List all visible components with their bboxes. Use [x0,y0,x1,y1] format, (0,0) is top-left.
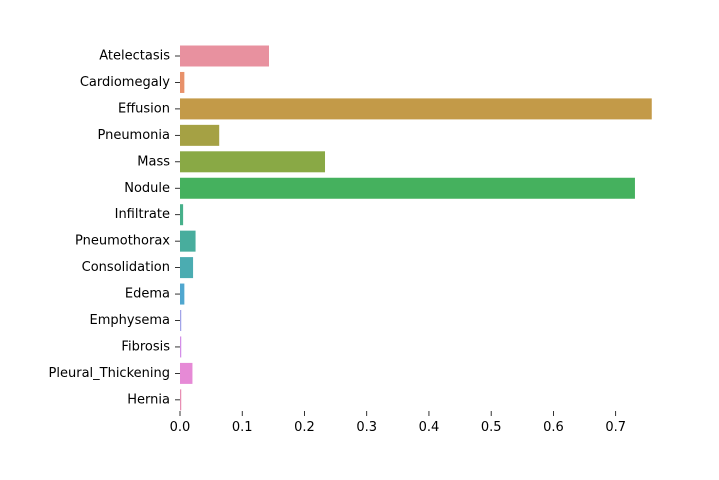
bar-mass [180,151,326,173]
bar-pneumonia [180,124,220,146]
x-tick-label: 0.3 [356,420,377,435]
y-tick-label: Effusion [118,101,170,116]
y-tick-label: Fibrosis [121,339,170,354]
bar-cardiomegaly [180,71,185,93]
x-tick-label: 0.0 [170,420,191,435]
y-tick-label: Nodule [124,181,170,196]
x-tick-label: 0.4 [419,420,440,435]
bar-infiltrate [180,204,184,226]
bar-atelectasis [180,45,269,67]
y-tick-label: Pneumothorax [75,234,170,249]
x-axis: 0.0 0.1 0.2 0.3 0.4 0.5 0.6 0.7 [170,411,626,435]
y-tick-label: Consolidation [82,260,170,275]
y-tick-label: Atelectasis [99,49,170,64]
y-tick-label: Pneumonia [97,128,170,143]
y-tick-label: Mass [137,154,170,169]
x-tick-label: 0.7 [605,420,626,435]
y-tick-label: Pleural_Thickening [49,366,170,381]
y-tick-label: Edema [125,287,170,302]
y-tick-label: Cardiomegaly [80,75,170,90]
x-tick-label: 0.6 [543,420,564,435]
bar-pleural-thickening [180,362,193,384]
bar-pneumothorax [180,230,196,252]
bar-effusion [180,98,652,120]
x-tick-label: 0.2 [294,420,315,435]
bar-emphysema [180,310,182,331]
y-tick-label: Hernia [127,392,170,407]
bar-hernia [180,389,182,411]
y-axis-labels: Atelectasis Cardiomegaly Effusion Pneumonia… [49,49,180,407]
bar-consolidation [180,257,194,279]
y-tick-label: Emphysema [90,313,170,328]
bar-fibrosis [180,336,182,358]
bar-edema [180,283,185,305]
x-tick-label: 0.1 [232,420,253,435]
bar-nodule [180,177,635,199]
x-tick-label: 0.5 [481,420,502,435]
bars-layer [180,45,652,411]
y-tick-label: Infiltrate [115,207,170,222]
